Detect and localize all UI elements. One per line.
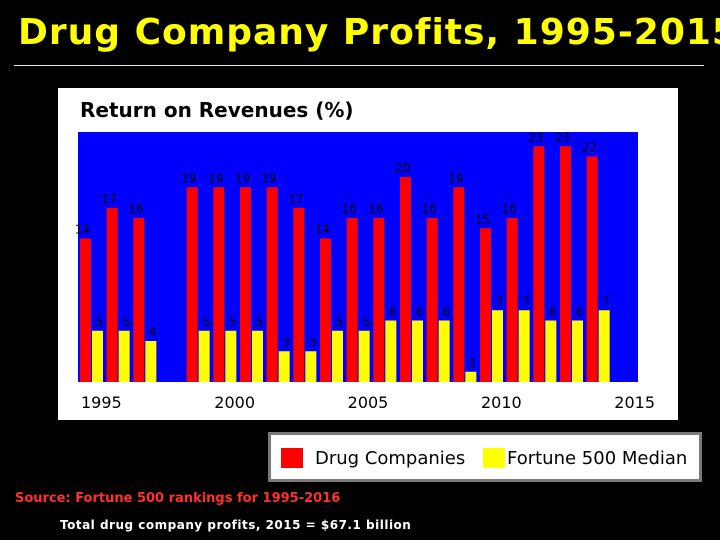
bar-fortune-2004 xyxy=(332,330,343,382)
bar-drug-2002 xyxy=(266,187,278,382)
data-label-drug-2005: 16 xyxy=(342,202,357,216)
bar-drug-1999 xyxy=(186,187,198,382)
bar-drug-2014 xyxy=(586,156,598,382)
source-note: Source: Fortune 500 rankings for 1995-20… xyxy=(15,491,341,506)
bar-fortune-1999 xyxy=(198,330,210,382)
bar-fortune-1997 xyxy=(145,341,157,382)
data-label-fortune-2004: 5 xyxy=(336,315,344,329)
data-label-drug-2006: 16 xyxy=(368,202,383,216)
bar-drug-1996 xyxy=(106,207,118,382)
data-label-fortune-2011: 7 xyxy=(522,294,530,308)
bar-fortune-2000 xyxy=(225,330,237,382)
bar-drug-1997 xyxy=(133,218,145,382)
total-profits-note: Total drug company profits, 2015 = $67.1… xyxy=(60,518,412,532)
chart-legend: Drug Companies Fortune 500 Median xyxy=(268,432,702,482)
data-label-fortune-1996: 5 xyxy=(122,315,130,329)
bar-drug-2011 xyxy=(506,218,518,382)
bar-fortune-2006 xyxy=(385,320,397,382)
bar-fortune-2005 xyxy=(358,330,370,382)
x-tick-label-2000: 2000 xyxy=(214,393,255,412)
data-label-drug-2012: 23 xyxy=(528,130,543,144)
data-label-drug-1996: 17 xyxy=(102,192,117,206)
bar-drug-2001 xyxy=(240,187,251,382)
data-label-drug-2014: 22 xyxy=(582,141,597,155)
legend-swatch-fortune-500 xyxy=(483,448,505,468)
data-label-drug-2004: 14 xyxy=(315,223,330,237)
bar-fortune-2014 xyxy=(598,310,610,382)
data-label-drug-2013: 23 xyxy=(555,130,570,144)
bar-fortune-2011 xyxy=(518,310,530,382)
bar-drug-2006 xyxy=(373,218,385,382)
data-label-fortune-2000: 5 xyxy=(229,315,237,329)
bar-fortune-2009 xyxy=(465,371,477,382)
bar-fortune-1996 xyxy=(118,330,130,382)
data-label-drug-2009: 19 xyxy=(448,171,463,185)
data-label-fortune-2002: 3 xyxy=(282,335,290,349)
data-label-fortune-2008: 6 xyxy=(442,305,450,319)
x-tick-label-2005: 2005 xyxy=(348,393,389,412)
legend-label-drug-companies: Drug Companies xyxy=(315,448,466,469)
data-label-fortune-2010: 7 xyxy=(496,294,504,308)
data-label-drug-2001: 19 xyxy=(235,171,250,185)
bar-drug-2008 xyxy=(426,218,438,382)
x-tick-label-2015: 2015 xyxy=(614,393,655,412)
x-tick-label-2010: 2010 xyxy=(481,393,522,412)
data-label-drug-1995: 14 xyxy=(75,223,90,237)
bar-fortune-2010 xyxy=(492,310,503,382)
legend-label-fortune-500: Fortune 500 Median xyxy=(507,448,688,469)
data-label-drug-2003: 17 xyxy=(288,192,303,206)
bar-fortune-1995 xyxy=(92,330,103,382)
data-label-fortune-2012: 6 xyxy=(549,305,557,319)
data-label-drug-1999: 19 xyxy=(182,171,197,185)
plot-area xyxy=(78,132,638,382)
bar-drug-2009 xyxy=(453,187,465,382)
bar-fortune-2003 xyxy=(305,351,317,382)
data-label-drug-2008: 16 xyxy=(422,202,437,216)
data-label-drug-2000: 19 xyxy=(208,171,223,185)
bar-fortune-2008 xyxy=(438,320,450,382)
data-label-fortune-1999: 5 xyxy=(202,315,210,329)
bar-drug-2012 xyxy=(533,146,545,382)
data-label-fortune-1995: 5 xyxy=(96,315,104,329)
bar-drug-2010 xyxy=(480,228,491,382)
chart-title: Return on Revenues (%) xyxy=(80,98,354,122)
data-label-fortune-2003: 3 xyxy=(309,335,317,349)
bar-drug-2007 xyxy=(400,177,411,382)
bar-fortune-2002 xyxy=(278,351,290,382)
bar-drug-2004 xyxy=(320,238,331,382)
data-label-drug-2010: 15 xyxy=(475,212,490,226)
bar-fortune-2012 xyxy=(545,320,557,382)
legend-swatch-drug-companies xyxy=(281,448,303,468)
data-label-fortune-2009: 1 xyxy=(469,356,477,370)
bar-drug-2000 xyxy=(213,187,225,382)
data-label-fortune-2001: 5 xyxy=(256,315,264,329)
data-label-fortune-2014: 7 xyxy=(602,294,610,308)
data-label-drug-2007: 20 xyxy=(395,161,410,175)
bar-drug-1995 xyxy=(80,238,91,382)
title-divider xyxy=(14,65,704,66)
data-label-fortune-2007: 6 xyxy=(416,305,424,319)
bar-fortune-2007 xyxy=(412,320,423,382)
x-tick-label-1995: 1995 xyxy=(81,393,122,412)
bar-fortune-2001 xyxy=(252,330,263,382)
data-label-fortune-1997: 4 xyxy=(149,325,157,339)
page-title: Drug Company Profits, 1995-2015 xyxy=(18,12,720,53)
data-label-fortune-2013: 6 xyxy=(576,305,584,319)
data-label-fortune-2006: 6 xyxy=(389,305,397,319)
data-label-drug-2002: 19 xyxy=(262,171,277,185)
bar-drug-2003 xyxy=(293,207,305,382)
bar-drug-2005 xyxy=(346,218,358,382)
bar-fortune-2013 xyxy=(572,320,583,382)
bar-drug-2013 xyxy=(560,146,571,382)
data-label-fortune-2005: 5 xyxy=(362,315,370,329)
data-label-drug-2011: 16 xyxy=(502,202,517,216)
data-label-drug-1997: 16 xyxy=(128,202,143,216)
